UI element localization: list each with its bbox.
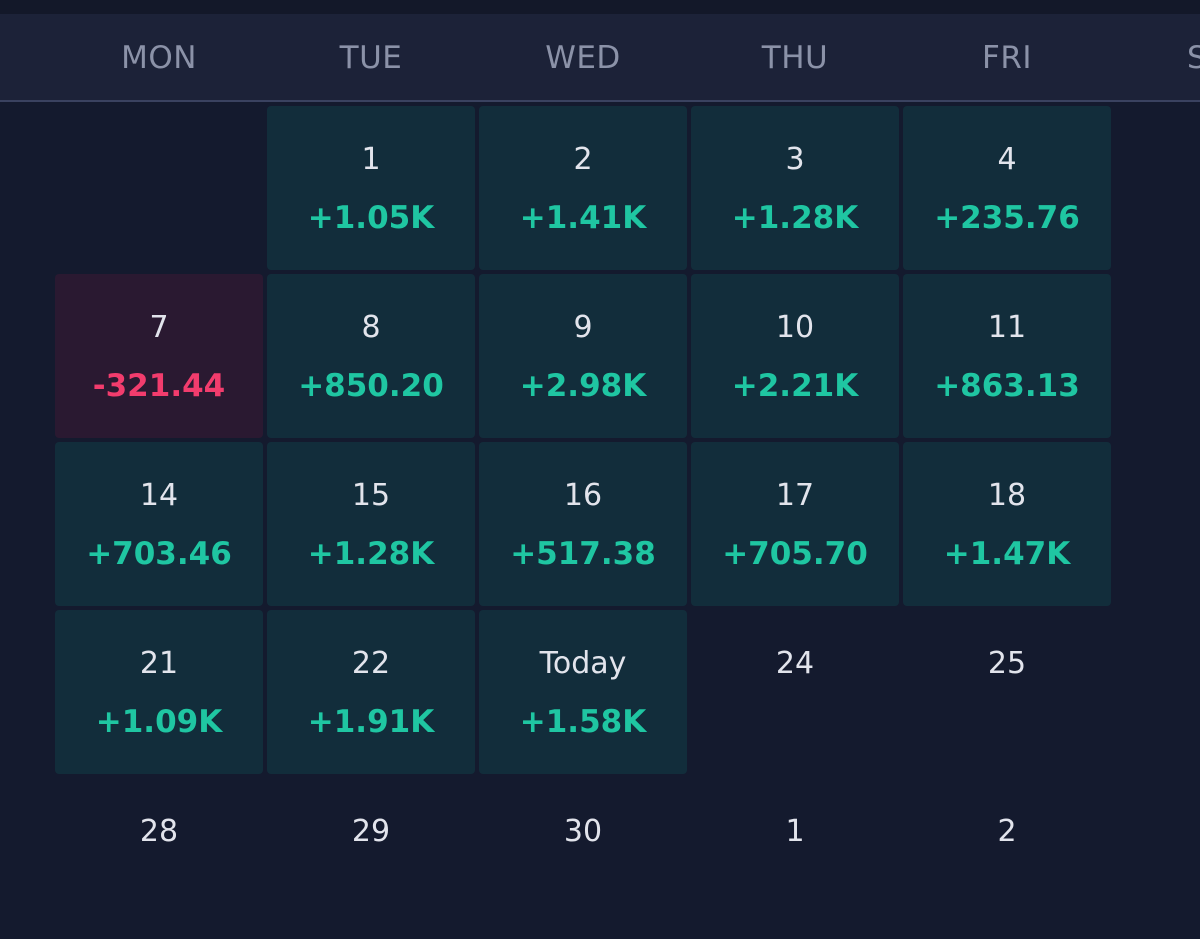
day-cell[interactable]: 2 +1.41K	[479, 106, 687, 270]
day-date: 30	[563, 814, 603, 849]
day-date: 2	[997, 814, 1017, 849]
day-pnl: +2.21K	[731, 368, 859, 404]
day-cell[interactable]: 21 +1.09K	[55, 610, 263, 774]
day-date: 1	[361, 142, 381, 177]
day-pnl: +850.20	[298, 368, 444, 404]
weekday-thu: THU	[761, 40, 829, 76]
day-pnl: +1.28K	[307, 536, 435, 572]
day-cell[interactable]: 16 +517.38	[479, 442, 687, 606]
day-pnl: +705.70	[722, 536, 868, 572]
day-cell[interactable]: 17 +705.70	[691, 442, 899, 606]
day-pnl: +1.47K	[943, 536, 1071, 572]
top-strip	[0, 0, 1200, 14]
day-date: 4	[997, 142, 1017, 177]
day-date: 3	[785, 142, 805, 177]
day-date: 22	[351, 646, 391, 681]
day-pnl: +1.58K	[519, 704, 647, 740]
day-cell[interactable]: 15 +1.28K	[267, 442, 475, 606]
day-date: 11	[987, 310, 1027, 345]
day-cell[interactable]: 9 +2.98K	[479, 274, 687, 438]
day-date: 25	[987, 646, 1027, 681]
day-date: Today	[539, 646, 627, 681]
day-pnl: +1.05K	[307, 200, 435, 236]
day-cell[interactable]: 11 +863.13	[903, 274, 1111, 438]
day-pnl: +863.13	[934, 368, 1080, 404]
day-cell[interactable]: 10 +2.21K	[691, 274, 899, 438]
day-pnl: +517.38	[510, 536, 656, 572]
day-cell[interactable]: 25	[903, 610, 1111, 774]
day-date: 15	[351, 478, 391, 513]
day-cell[interactable]: 24	[691, 610, 899, 774]
day-date: 16	[563, 478, 603, 513]
day-date: 28	[139, 814, 179, 849]
weekday-mon: MON	[121, 40, 197, 76]
weekday-header: MON TUE WED THU FRI S	[0, 14, 1200, 102]
day-pnl: +1.41K	[519, 200, 647, 236]
day-date: 14	[139, 478, 179, 513]
day-date: 1	[785, 814, 805, 849]
day-cell[interactable]: 3 +1.28K	[691, 106, 899, 270]
day-date: 21	[139, 646, 179, 681]
day-date: 29	[351, 814, 391, 849]
day-pnl: +2.98K	[519, 368, 647, 404]
day-cell[interactable]: 7 -321.44	[55, 274, 263, 438]
day-pnl: +235.76	[934, 200, 1080, 236]
day-cell[interactable]: 29	[267, 778, 475, 939]
day-date: 2	[573, 142, 593, 177]
day-cell[interactable]: 8 +850.20	[267, 274, 475, 438]
day-pnl: +1.09K	[95, 704, 223, 740]
weekday-fri: FRI	[981, 40, 1032, 76]
day-cell[interactable]: 22 +1.91K	[267, 610, 475, 774]
day-pnl: -321.44	[92, 368, 226, 404]
day-date: 17	[775, 478, 815, 513]
weekday-tue: TUE	[339, 40, 403, 76]
day-pnl: +703.46	[86, 536, 232, 572]
weekday-wed: WED	[545, 40, 621, 76]
day-cell[interactable]: Today +1.58K	[479, 610, 687, 774]
day-pnl: +1.28K	[731, 200, 859, 236]
day-date: 18	[987, 478, 1027, 513]
day-date: 9	[573, 310, 593, 345]
day-cell[interactable]: 2	[903, 778, 1111, 939]
day-cell[interactable]: 30	[479, 778, 687, 939]
day-cell[interactable]: 4 +235.76	[903, 106, 1111, 270]
day-pnl: +1.91K	[307, 704, 435, 740]
day-cell[interactable]	[55, 106, 263, 270]
day-date: 8	[361, 310, 381, 345]
weekday-sat-partial: S	[1187, 40, 1200, 76]
day-cell[interactable]: 28	[55, 778, 263, 939]
day-date: 24	[775, 646, 815, 681]
day-cell[interactable]: 1 +1.05K	[267, 106, 475, 270]
day-date: 10	[775, 310, 815, 345]
day-cell[interactable]: 1	[691, 778, 899, 939]
day-date: 7	[149, 310, 169, 345]
day-cell[interactable]: 18 +1.47K	[903, 442, 1111, 606]
day-cell[interactable]: 14 +703.46	[55, 442, 263, 606]
